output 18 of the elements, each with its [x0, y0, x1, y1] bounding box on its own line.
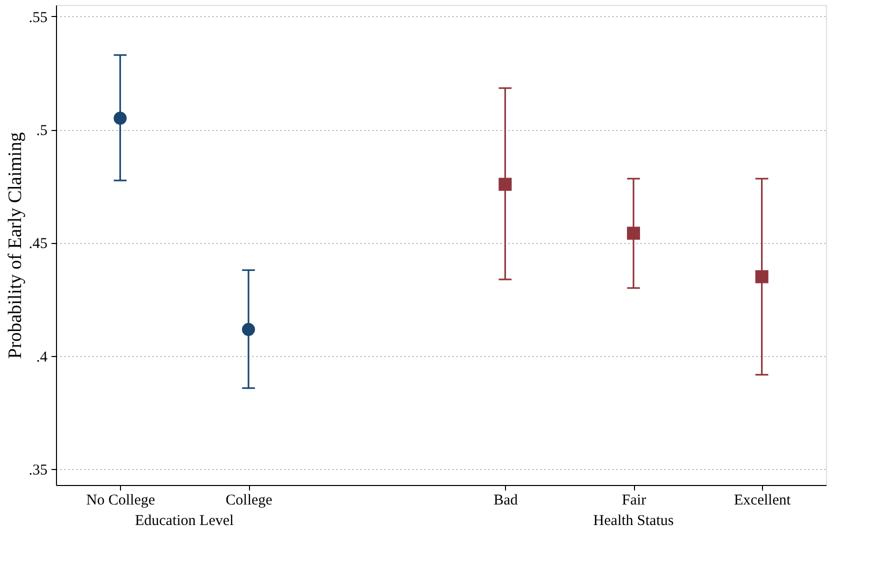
x-tick-label: Excellent — [734, 492, 792, 508]
y-axis-title: Probability of Early Claiming — [4, 132, 26, 359]
x-tick-label: No College — [86, 492, 156, 508]
point — [242, 322, 256, 336]
x-tick-label: Bad — [494, 492, 518, 508]
y-tick-label: .4 — [36, 349, 48, 366]
point — [114, 112, 127, 125]
point — [755, 270, 768, 284]
y-tick-label: .55 — [28, 10, 48, 26]
x-tick-label: Fair — [622, 492, 646, 508]
x-tick-label: College — [226, 492, 273, 508]
text: Education Level — [134, 513, 234, 529]
text: Health Status — [593, 513, 674, 529]
point — [626, 226, 640, 240]
y-tick-label: .35 — [28, 462, 48, 479]
point — [498, 178, 512, 191]
y-tick-label: .5 — [36, 123, 48, 140]
y-tick-label: .45 — [28, 236, 48, 252]
